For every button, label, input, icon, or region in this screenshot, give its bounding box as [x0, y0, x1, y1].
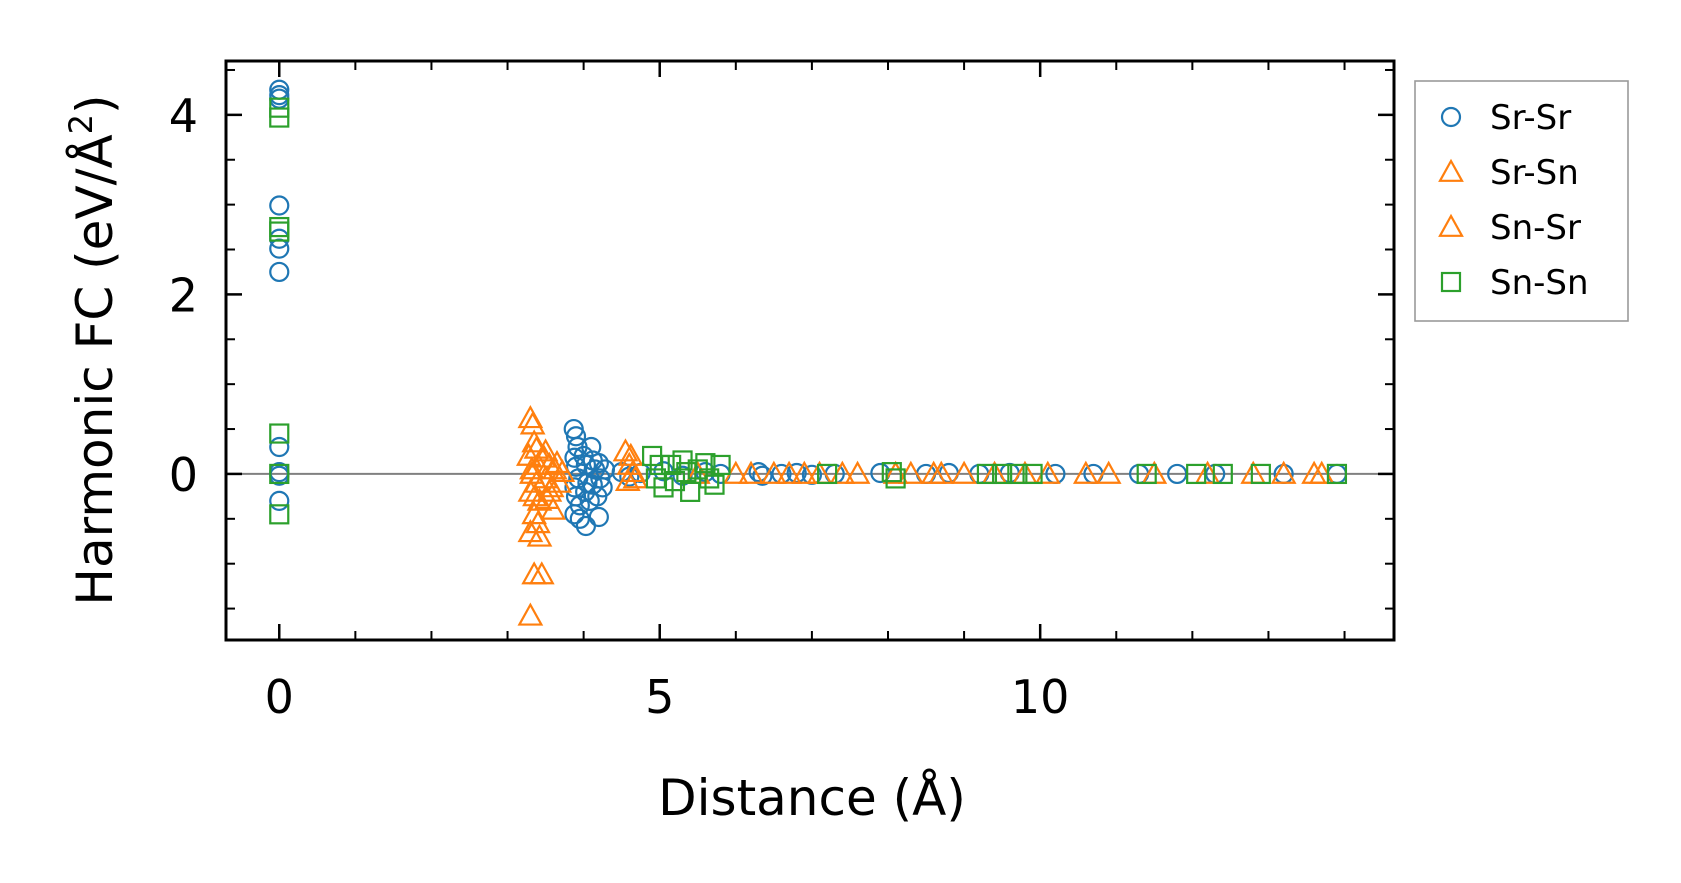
data-point	[752, 465, 773, 486]
legend-marker	[1440, 106, 1462, 128]
legend-marker	[1438, 158, 1464, 182]
data-point	[523, 435, 550, 459]
data-point	[528, 561, 555, 585]
data-point	[536, 478, 563, 502]
y-tick-label: 2	[169, 268, 198, 322]
data-point	[269, 423, 290, 444]
data-point	[588, 453, 609, 474]
axes-frame	[224, 59, 1396, 642]
data-point	[738, 460, 764, 484]
x-tick-label: 5	[645, 670, 674, 724]
legend-box	[1414, 80, 1629, 322]
legend: Sr-Sr Sr-Sn Sn-Sr Sn-Sn	[1414, 80, 1629, 322]
legend-label: Sr-Sn	[1490, 153, 1579, 193]
legend-entry-sn-sn: Sn-Sn	[1440, 263, 1589, 303]
data-point	[776, 460, 802, 484]
data-point	[269, 490, 290, 511]
data-point	[920, 460, 947, 484]
plot-area	[226, 79, 1394, 626]
data-point	[622, 465, 649, 489]
data-point	[540, 496, 567, 520]
data-point	[517, 478, 544, 502]
data-point	[844, 460, 871, 484]
data-point	[649, 454, 670, 476]
data-point	[269, 107, 290, 128]
data-point	[1270, 460, 1297, 484]
data-point	[531, 444, 557, 468]
data-point	[1186, 463, 1207, 485]
series-sn-sr	[519, 411, 1335, 534]
y-tick-label: 0	[169, 448, 198, 502]
legend-marker	[1438, 213, 1464, 237]
data-point	[564, 504, 585, 525]
data-point	[1022, 463, 1043, 485]
data-point	[549, 458, 576, 483]
data-point	[269, 221, 290, 242]
data-point	[1095, 460, 1122, 484]
data-point	[710, 454, 731, 476]
data-point	[992, 463, 1013, 485]
data-point	[1007, 463, 1028, 485]
data-point	[617, 442, 644, 466]
x-tick-label: 10	[1011, 670, 1070, 724]
legend-marker	[1440, 271, 1462, 293]
axes: 0 5 10 0 2 4	[169, 59, 1396, 724]
data-point	[976, 463, 998, 485]
data-point	[695, 453, 716, 474]
legend-label: Sn-Sr	[1490, 208, 1581, 248]
series-sn-sn	[269, 97, 1348, 525]
data-point	[653, 477, 674, 498]
y-axis-title-superscript: 2	[62, 114, 100, 134]
data-point	[519, 456, 545, 480]
data-point	[269, 504, 290, 525]
data-point	[517, 602, 544, 626]
data-point	[760, 460, 787, 484]
data-point	[881, 462, 902, 483]
legend-entry-sn-sr: Sn-Sr	[1438, 208, 1581, 248]
data-point	[565, 426, 587, 447]
data-point	[791, 460, 818, 484]
data-point	[704, 474, 725, 495]
data-point	[581, 436, 602, 458]
data-point	[525, 510, 551, 534]
data-point	[1250, 463, 1271, 485]
data-point	[588, 506, 609, 528]
data-point	[1136, 463, 1157, 485]
data-point	[1326, 463, 1348, 485]
data-point	[269, 436, 290, 458]
x-axis-title: Distance (Å)	[658, 769, 966, 827]
legend-entry-sr-sr: Sr-Sr	[1440, 98, 1571, 138]
data-point	[541, 456, 568, 480]
y-axis-title-main: Harmonic FC (eV/Å	[66, 134, 124, 605]
y-tick-label: 4	[169, 89, 198, 143]
legend-label: Sn-Sn	[1490, 263, 1589, 303]
data-point	[269, 463, 290, 485]
data-point	[526, 523, 553, 547]
data-point	[269, 261, 290, 283]
data-point	[1212, 463, 1233, 485]
y-axis-title-end: )	[66, 94, 124, 114]
data-point	[699, 468, 720, 489]
y-axis-title: Harmonic FC (eV/Å2)	[62, 94, 124, 605]
legend-label: Sr-Sr	[1490, 98, 1571, 138]
data-point	[885, 468, 906, 489]
data-point	[680, 481, 701, 502]
data-point	[569, 508, 590, 529]
data-point	[951, 460, 977, 484]
legend-entry-sr-sn: Sr-Sn	[1438, 153, 1579, 193]
data-point	[269, 195, 290, 216]
data-point	[1072, 460, 1099, 484]
data-point	[661, 454, 682, 476]
x-tick-label: 0	[265, 670, 294, 724]
data-point	[817, 463, 838, 485]
data-point	[519, 411, 546, 435]
